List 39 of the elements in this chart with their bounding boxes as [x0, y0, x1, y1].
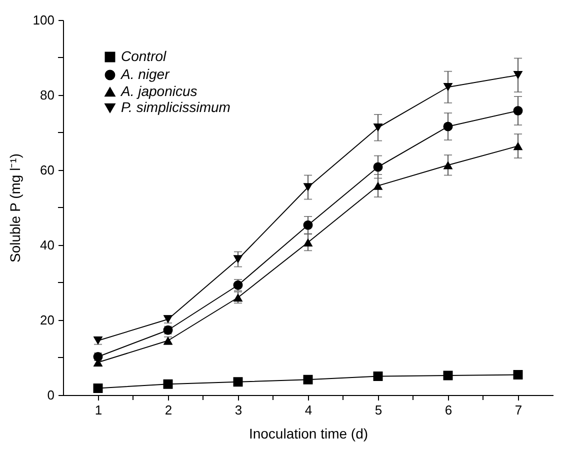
- y-tick-label: 40: [40, 238, 54, 252]
- x-tick-label: 4: [304, 402, 312, 418]
- point: [443, 83, 453, 92]
- legend-label: A. niger: [120, 66, 171, 82]
- x-tick-label: 3: [234, 402, 242, 418]
- x-axis-title: Inoculation time (d): [248, 426, 368, 442]
- x-tick-label: 5: [374, 402, 382, 418]
- legend-label: A. japonicus: [120, 83, 198, 99]
- point: [513, 106, 523, 116]
- point: [163, 379, 173, 389]
- point: [513, 370, 523, 380]
- point: [233, 255, 243, 264]
- y-tick-label: 80: [40, 88, 54, 102]
- y-axis-title: Soluble P (mg l⁻¹): [6, 153, 23, 263]
- y-tick-label: 20: [40, 312, 54, 328]
- point: [443, 370, 453, 380]
- point: [373, 162, 383, 172]
- legend-label: P. simplicissimum: [121, 99, 231, 115]
- legend-label: Control: [121, 48, 168, 64]
- point: [303, 183, 313, 192]
- y-tick-label: 0: [47, 388, 54, 402]
- point: [513, 142, 523, 150]
- point: [233, 377, 243, 387]
- point: [373, 372, 383, 381]
- point: [303, 238, 313, 246]
- point: [303, 374, 313, 384]
- y-tick-label: 60: [40, 162, 54, 178]
- x-tick-label: 6: [444, 402, 452, 418]
- x-tick-label: 2: [164, 402, 172, 418]
- point: [513, 71, 523, 80]
- point: [93, 384, 103, 393]
- point: [443, 122, 453, 132]
- point: [303, 220, 313, 230]
- point: [373, 182, 383, 190]
- y-tick-label: 100: [32, 12, 54, 28]
- x-tick-label: 1: [94, 402, 102, 418]
- point: [443, 161, 453, 170]
- x-tick-label: 7: [514, 402, 522, 418]
- point: [373, 124, 383, 132]
